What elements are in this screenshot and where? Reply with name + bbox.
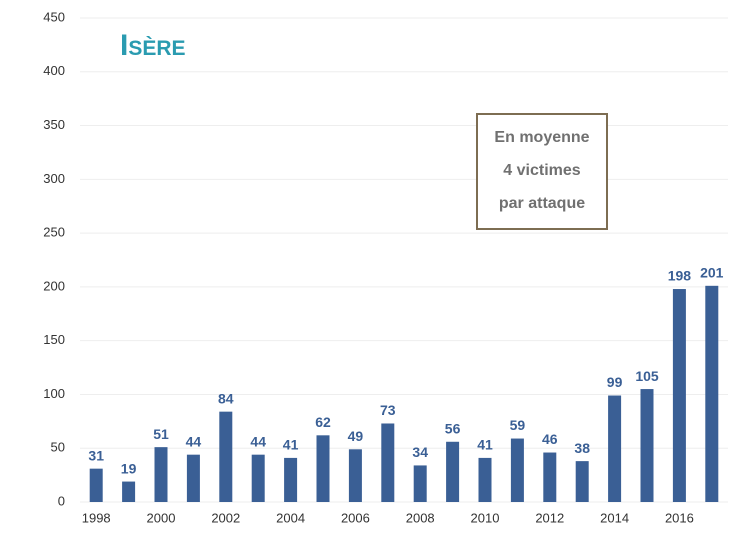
value-label: 56 — [445, 420, 461, 436]
bar — [608, 395, 622, 502]
title-background — [110, 20, 305, 72]
value-label: 44 — [186, 433, 202, 449]
value-label: 59 — [510, 417, 526, 433]
value-label: 44 — [250, 433, 266, 449]
bar — [478, 457, 492, 502]
value-label: 19 — [121, 460, 137, 476]
bar — [219, 411, 233, 502]
value-label: 31 — [88, 447, 104, 463]
bar — [316, 435, 330, 502]
bar — [446, 441, 460, 502]
bar — [122, 481, 136, 502]
bar — [284, 457, 298, 502]
x-tick-label: 2008 — [406, 510, 435, 525]
bar — [640, 389, 654, 502]
x-tick-label: 2016 — [665, 510, 694, 525]
plot: 0 50 100 150 200 250 300 350 400 450 1998 31 19 2000 5… — [43, 9, 728, 525]
y-tick-label: 200 — [43, 278, 65, 293]
value-label: 105 — [635, 368, 659, 384]
x-tick-label: 2000 — [147, 510, 176, 525]
value-label: 38 — [574, 440, 590, 456]
annotation-line: par attaque — [499, 195, 585, 212]
value-label: 99 — [607, 374, 623, 390]
y-tick-label: 250 — [43, 225, 65, 240]
value-label: 51 — [153, 426, 169, 442]
x-tick-label: 1998 — [82, 510, 111, 525]
bar — [413, 465, 427, 502]
y-tick-label: 450 — [43, 9, 65, 24]
chart-title: Isère — [120, 29, 186, 62]
value-label: 201 — [700, 265, 724, 281]
x-tick-label: 2002 — [211, 510, 240, 525]
bar — [251, 454, 265, 502]
y-tick-label: 150 — [43, 332, 65, 347]
value-label: 73 — [380, 402, 396, 418]
value-label: 62 — [315, 414, 331, 430]
annotation-line: En moyenne — [494, 129, 589, 146]
bar — [186, 454, 200, 502]
bar — [154, 447, 168, 502]
bar — [89, 468, 103, 502]
annotation-line: 4 victimes — [503, 162, 580, 179]
y-tick-label: 300 — [43, 171, 65, 186]
bar — [510, 438, 524, 502]
y-tick-label: 400 — [43, 63, 65, 78]
bar — [705, 285, 719, 502]
value-label: 198 — [668, 268, 692, 284]
y-tick-label: 350 — [43, 117, 65, 132]
y-tick-label: 0 — [58, 493, 65, 508]
annotation-box: En moyenne 4 victimes par attaque — [476, 113, 608, 230]
value-label: 41 — [283, 437, 299, 453]
value-label: 84 — [218, 390, 234, 406]
value-label: 46 — [542, 431, 558, 447]
value-label: 34 — [412, 444, 428, 460]
y-tick-label: 100 — [43, 386, 65, 401]
value-label: 49 — [348, 428, 364, 444]
y-tick-label: 50 — [51, 440, 65, 455]
x-tick-label: 2010 — [471, 510, 500, 525]
bar — [381, 423, 395, 502]
bar — [348, 449, 362, 502]
annotation-frame — [476, 113, 608, 230]
x-tick-label: 2006 — [341, 510, 370, 525]
bar — [575, 461, 589, 502]
bar — [672, 289, 686, 502]
x-tick-label: 2014 — [600, 510, 629, 525]
x-tick-label: 2004 — [276, 510, 305, 525]
bar — [543, 452, 557, 502]
value-label: 41 — [477, 437, 493, 453]
x-tick-label: 2012 — [535, 510, 564, 525]
